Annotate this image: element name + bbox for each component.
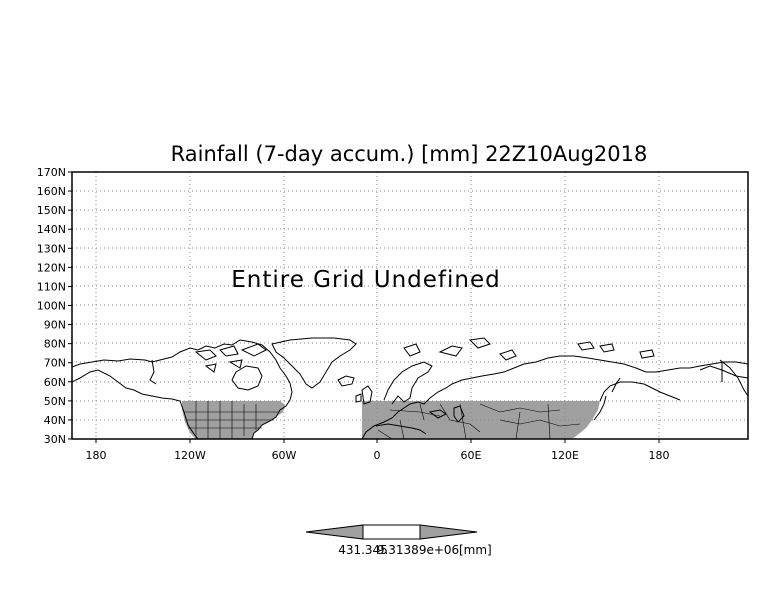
colorbar: 431.345 9.31389e+06 [mm] [305,524,492,557]
colorbar-left-arrow [305,524,364,540]
coastlines [72,337,748,439]
latitude-label: 50N [44,395,66,408]
colorbar-high-label: 9.31389e+06 [377,543,459,557]
latitude-label: 90N [44,319,66,332]
latitude-label: 60N [44,376,66,389]
latitude-label: 150N [37,204,66,217]
latitude-label: 140N [37,223,66,236]
map-title: Rainfall (7-day accum.) [mm] 22Z10Aug201… [171,142,648,166]
longitude-label: 120E [551,449,579,462]
colorbar-right-arrow [419,524,478,540]
colorbar-unit-label: [mm] [459,543,492,557]
latitude-axis: 170N 160N 150N 140N 130N 120N 110N 100N 90N 80N 70… [37,166,72,446]
colorbar-low-label: 431.345 [338,543,388,557]
latitude-label: 110N [37,280,66,293]
longitude-label: 60E [461,449,482,462]
latitude-label: 160N [37,185,66,198]
latitude-label: 120N [37,261,66,274]
latitude-label: 170N [37,166,66,179]
longitude-label: 60W [272,449,297,462]
longitude-label: 180 [86,449,107,462]
longitude-gridlines [95,172,660,439]
longitude-label: 0 [374,449,381,462]
undefined-grid-message: Entire Grid Undefined [231,267,501,293]
latitude-label: 70N [44,357,66,370]
latitude-label: 130N [37,242,66,255]
latitude-label: 30N [44,433,66,446]
latitude-label: 40N [44,414,66,427]
latitude-gridlines [72,190,748,421]
longitude-label: 120W [174,449,206,462]
map-plot-area [72,172,748,439]
colorbar-middle-box [362,524,421,540]
latitude-label: 100N [37,300,66,313]
longitude-label: 180 [649,449,670,462]
longitude-axis: 180 120W 60W 0 60E 120E 180 [86,439,670,462]
latitude-label: 80N [44,338,66,351]
country-borders [184,401,581,439]
